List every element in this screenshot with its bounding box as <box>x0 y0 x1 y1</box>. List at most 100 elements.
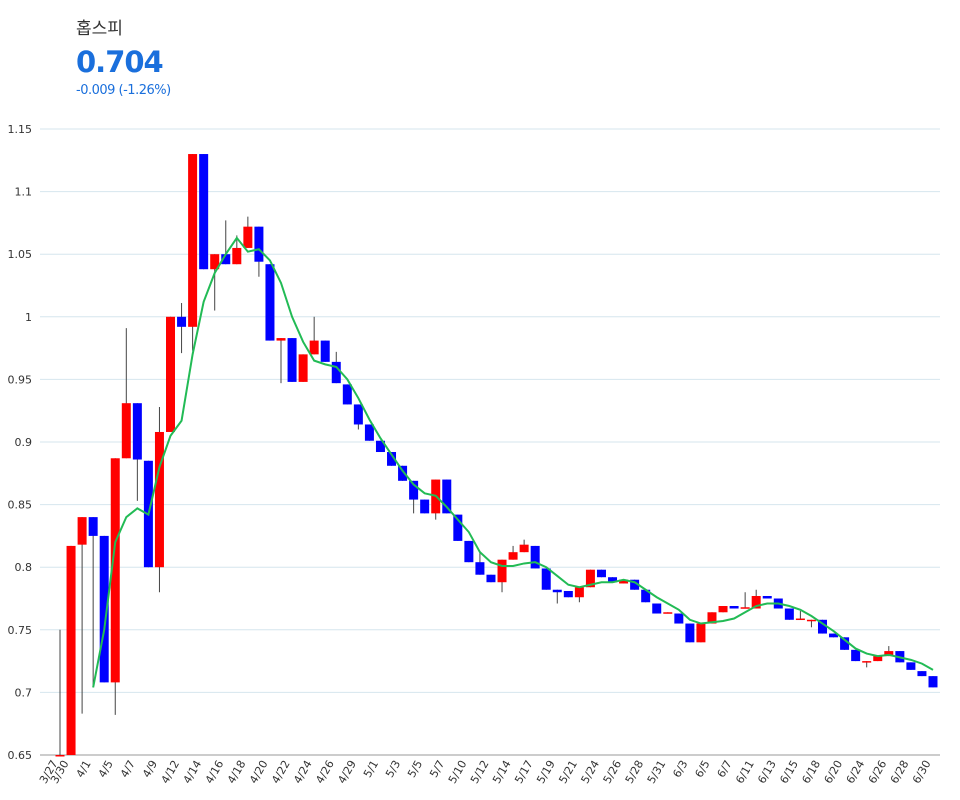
candle-body <box>497 559 507 583</box>
candle-body <box>740 607 750 609</box>
candle-body <box>320 340 330 362</box>
x-tick-label: 4/16 <box>203 758 227 786</box>
candle-body <box>387 452 397 466</box>
candle-body <box>795 618 805 621</box>
x-tick-label: 5/28 <box>623 758 647 786</box>
candle-body <box>596 569 606 578</box>
candle-body <box>166 316 176 432</box>
y-tick-label: 0.65 <box>8 749 33 762</box>
candle-body <box>464 540 474 563</box>
x-tick-label: 5/21 <box>556 758 580 786</box>
candle-body <box>541 568 551 590</box>
candle-body <box>298 354 308 382</box>
x-tick-label: 4/9 <box>140 758 160 780</box>
candle-body <box>309 340 319 355</box>
candle-body <box>398 465 408 481</box>
x-tick-label: 5/31 <box>645 758 669 786</box>
candle-body <box>210 254 220 270</box>
candle-body <box>840 637 850 650</box>
candle-body <box>287 338 297 382</box>
candle-body <box>530 545 540 569</box>
candle-body <box>519 544 529 553</box>
candle-body <box>563 590 573 598</box>
x-tick-label: 5/10 <box>446 758 470 786</box>
y-tick-label: 0.85 <box>8 499 33 512</box>
candle-body <box>353 404 363 425</box>
moving-average-line <box>92 236 934 688</box>
y-tick-label: 0.95 <box>8 373 33 386</box>
candle-body <box>177 316 187 327</box>
candle-body <box>917 671 927 677</box>
y-tick-label: 0.9 <box>15 436 33 449</box>
candle-body <box>453 514 463 541</box>
x-tick-label: 4/18 <box>225 758 249 786</box>
y-tick-label: 1 <box>25 311 32 324</box>
candle-body <box>630 579 640 590</box>
change: -0.009 (-1.26%) <box>76 83 171 98</box>
candle-body <box>552 589 562 593</box>
candle-body <box>110 458 120 683</box>
candle-body <box>364 424 374 441</box>
candle-body <box>718 606 728 613</box>
x-tick-label: 4/26 <box>313 758 337 786</box>
x-tick-label: 4/5 <box>96 758 116 780</box>
candle-body <box>121 403 131 459</box>
x-tick-label: 5/24 <box>578 758 602 786</box>
candle-body <box>508 552 518 560</box>
x-tick-label: 6/20 <box>822 758 846 786</box>
candle-body <box>806 619 816 622</box>
candle-body <box>199 154 209 270</box>
price: 0.704 <box>76 45 164 79</box>
candle-body <box>619 579 629 584</box>
candle-body <box>375 440 385 453</box>
x-tick-label: 6/13 <box>755 758 779 786</box>
candle-body <box>862 661 872 663</box>
candle-body <box>342 384 352 405</box>
candle-body <box>851 649 861 662</box>
candle-body <box>685 623 695 643</box>
candle-body <box>829 633 839 638</box>
x-tick-label: 6/7 <box>715 758 735 780</box>
x-tick-label: 5/17 <box>512 758 536 786</box>
candle-body <box>652 603 662 614</box>
candle-body <box>574 587 584 598</box>
candle-body <box>221 254 231 265</box>
candle-body <box>254 226 264 262</box>
x-tick-label: 6/18 <box>799 758 823 786</box>
candle-body <box>99 535 109 683</box>
candle-body <box>696 623 706 643</box>
x-tick-label: 4/12 <box>159 758 183 786</box>
x-tick-label: 4/24 <box>291 758 315 786</box>
candle-body <box>475 562 485 575</box>
x-tick-label: 5/14 <box>490 758 514 786</box>
x-tick-label: 4/14 <box>181 758 205 786</box>
x-tick-label: 4/29 <box>335 758 359 786</box>
candle-body <box>331 361 341 384</box>
y-tick-label: 0.8 <box>15 561 33 574</box>
candle-body <box>265 264 275 341</box>
candle-body <box>674 613 684 624</box>
x-tick-label: 4/1 <box>74 758 94 780</box>
candle-body <box>817 619 827 634</box>
x-tick-label: 6/15 <box>777 758 801 786</box>
candle-body <box>663 612 673 614</box>
candle-body <box>751 595 761 609</box>
candle-body <box>486 574 496 583</box>
candle-body <box>420 499 430 514</box>
x-tick-label: 5/26 <box>601 758 625 786</box>
candle-body <box>243 226 253 248</box>
x-tick-label: 5/3 <box>383 758 403 780</box>
y-tick-label: 0.7 <box>15 686 33 699</box>
candle-body <box>442 479 452 514</box>
x-tick-label: 6/26 <box>866 758 890 786</box>
x-tick-label: 5/7 <box>427 758 447 780</box>
x-tick-label: 6/24 <box>844 758 868 786</box>
y-tick-label: 1.05 <box>8 248 33 261</box>
x-tick-label: 6/11 <box>733 758 757 786</box>
candle-body <box>55 755 65 757</box>
x-tick-label: 5/1 <box>361 758 381 780</box>
x-tick-label: 6/5 <box>692 758 712 780</box>
candle-body <box>132 403 142 460</box>
x-tick-label: 6/30 <box>910 758 934 786</box>
